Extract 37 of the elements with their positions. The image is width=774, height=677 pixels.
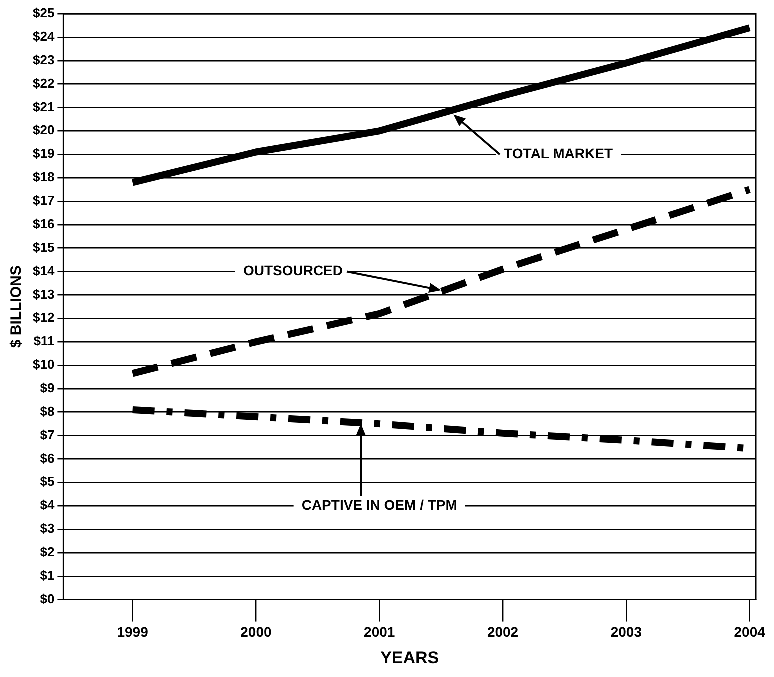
annotation: CAPTIVE IN OEM / TPM (302, 496, 458, 513)
y-tick-label: $19 (32, 146, 55, 162)
y-tick-label: $23 (32, 52, 55, 68)
x-tick-label: 2003 (610, 624, 642, 640)
y-tick-label: $2 (40, 544, 55, 560)
y-tick-label: $7 (40, 427, 55, 442)
y-tick-label: $8 (40, 404, 55, 419)
y-tick-label: $11 (34, 334, 55, 349)
y-tick-label: $20 (32, 122, 55, 138)
y-tick-label: $17 (32, 193, 55, 208)
y-tick-label: $16 (32, 216, 55, 232)
y-tick-label: $5 (40, 474, 55, 490)
y-tick-label: $24 (32, 29, 56, 44)
y-tick-label: $18 (32, 170, 55, 185)
y-tick-label: $14 (32, 263, 56, 278)
x-tick-label: 2004 (734, 624, 766, 640)
x-tick-label: 2002 (487, 624, 519, 640)
y-tick-label: $22 (32, 76, 55, 91)
x-tick-label: 2001 (364, 624, 396, 640)
y-tick-label: $3 (40, 521, 55, 536)
y-tick-label: $1 (40, 568, 55, 583)
y-tick-label: $21 (32, 99, 55, 114)
y-tick-label: $13 (32, 286, 55, 302)
y-tick-label: $25 (32, 6, 55, 21)
y-tick-label: $6 (40, 450, 55, 466)
y-tick-label: $9 (40, 380, 55, 396)
y-tick-label: $10 (32, 357, 55, 372)
x-tick-label: 1999 (117, 624, 149, 640)
annotation: OUTSOURCED (243, 262, 344, 279)
x-tick-label: 2000 (240, 624, 272, 640)
y-tick-label: $4 (40, 498, 56, 513)
y-tick-label: $12 (32, 310, 55, 326)
annotation: TOTAL MARKET (504, 145, 614, 162)
y-axis-title: $ BILLIONS (8, 266, 26, 348)
y-tick-label: $0 (40, 591, 55, 606)
y-tick-label: $15 (32, 240, 55, 255)
x-axis-title: YEARS (380, 648, 440, 668)
